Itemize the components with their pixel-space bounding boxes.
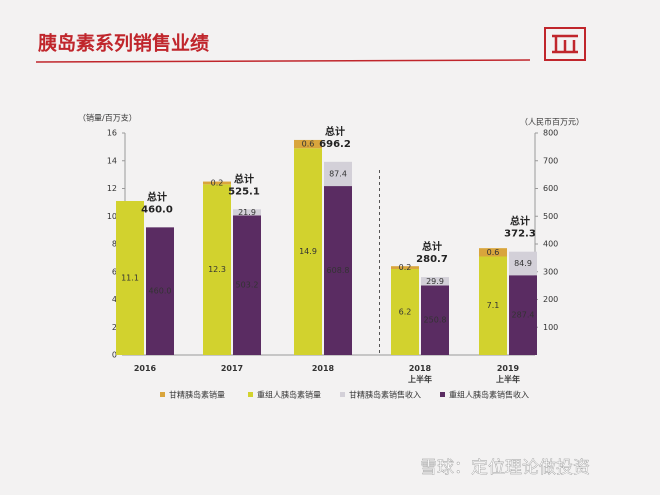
bar-segment bbox=[116, 200, 144, 355]
bar-segment bbox=[233, 209, 261, 216]
y-tick-label: 2 bbox=[112, 323, 117, 332]
y-tick-label: 0 bbox=[112, 351, 117, 360]
data-label: 0.2 bbox=[399, 263, 412, 272]
bar-segment bbox=[324, 186, 352, 355]
y2-tick-label: 800 bbox=[543, 129, 558, 138]
data-label: 21.9 bbox=[238, 208, 256, 217]
bar-segment bbox=[203, 184, 231, 355]
bar-segment bbox=[294, 139, 322, 149]
slide-title: 胰岛素系列销售业绩 bbox=[37, 32, 209, 55]
data-label: 608.8 bbox=[327, 266, 350, 275]
data-label: 0.2 bbox=[211, 178, 224, 187]
bar-segment bbox=[146, 227, 174, 355]
data-label: 460.0 bbox=[149, 287, 172, 296]
x-tick-label: 2018 bbox=[312, 364, 335, 373]
y2-tick-label: 400 bbox=[543, 240, 558, 249]
data-label: 287.4 bbox=[512, 311, 535, 320]
legend-swatch bbox=[248, 392, 253, 397]
data-label: 0.6 bbox=[302, 140, 315, 149]
y2-axis-label: （人民币百万元） bbox=[520, 118, 584, 127]
y-tick-label: 12 bbox=[107, 184, 117, 193]
y-tick-label: 6 bbox=[112, 267, 117, 276]
legend-label: 重组人胰岛素销量 bbox=[257, 390, 321, 400]
legend-label: 甘精胰岛素销售收入 bbox=[349, 390, 421, 400]
y-tick-label: 14 bbox=[107, 156, 117, 165]
y-tick-label: 10 bbox=[107, 212, 117, 221]
data-label: 87.4 bbox=[329, 169, 347, 178]
bar-segment bbox=[324, 161, 352, 187]
bar-segment bbox=[294, 148, 322, 355]
total-label: 525.1 bbox=[228, 186, 260, 197]
y-tick-label: 16 bbox=[107, 129, 117, 138]
data-label: 250.8 bbox=[424, 316, 447, 325]
data-label: 12.3 bbox=[208, 265, 226, 274]
bar-segment bbox=[233, 215, 261, 355]
total-title: 总计 bbox=[510, 215, 530, 228]
title-rule bbox=[35, 59, 531, 63]
y2-tick-label: 500 bbox=[543, 212, 558, 221]
bar-segment bbox=[421, 285, 449, 355]
bar-segment bbox=[479, 248, 507, 257]
data-label: 0.6 bbox=[487, 248, 500, 257]
total-title: 总计 bbox=[234, 172, 254, 185]
total-title: 总计 bbox=[147, 190, 167, 203]
total-label: 372.3 bbox=[504, 229, 536, 240]
y2-tick-label: 300 bbox=[543, 267, 558, 276]
legend-label: 重组人胰岛素销售收入 bbox=[449, 390, 529, 400]
legend-swatch bbox=[440, 392, 445, 397]
total-title: 总计 bbox=[422, 240, 442, 253]
bar-segment bbox=[479, 256, 507, 355]
y-tick-label: 4 bbox=[112, 295, 117, 304]
x-tick-label: 2017 bbox=[221, 364, 243, 373]
bar-segment bbox=[421, 277, 449, 286]
data-label: 11.1 bbox=[121, 273, 139, 282]
data-label: 6.2 bbox=[399, 307, 412, 316]
bar-segment bbox=[391, 268, 419, 355]
total-title: 总计 bbox=[325, 125, 345, 138]
x-tick-label: 2019 上半年 bbox=[496, 364, 520, 384]
bar-segment bbox=[509, 275, 537, 355]
watermark: 雪球：定位理论做投资 bbox=[420, 458, 590, 478]
data-label: 29.9 bbox=[426, 277, 444, 286]
bar-segment bbox=[509, 251, 537, 276]
x-tick-label: 2016 bbox=[134, 364, 157, 373]
data-label: 84.9 bbox=[514, 259, 532, 268]
data-label: 7.1 bbox=[487, 301, 500, 310]
y-axis-label: （销量/百万支） bbox=[78, 113, 137, 123]
y2-tick-label: 600 bbox=[543, 184, 558, 193]
x-tick-label: 2018 上半年 bbox=[408, 364, 432, 384]
y2-tick-label: 100 bbox=[543, 323, 558, 332]
data-label: 14.9 bbox=[299, 247, 317, 256]
total-label: 460.0 bbox=[141, 204, 173, 215]
y-tick-label: 8 bbox=[112, 240, 117, 249]
logo bbox=[544, 27, 586, 61]
legend-swatch bbox=[340, 392, 345, 397]
data-label: 503.2 bbox=[236, 281, 259, 290]
total-label: 696.2 bbox=[319, 139, 351, 150]
y2-tick-label: 700 bbox=[543, 156, 558, 165]
bar-segment bbox=[391, 266, 419, 269]
y2-tick-label: 200 bbox=[543, 295, 558, 304]
legend-swatch bbox=[160, 392, 165, 397]
total-label: 280.7 bbox=[416, 254, 448, 265]
legend-label: 甘精胰岛素销量 bbox=[169, 390, 225, 400]
bar-segment bbox=[203, 181, 231, 185]
